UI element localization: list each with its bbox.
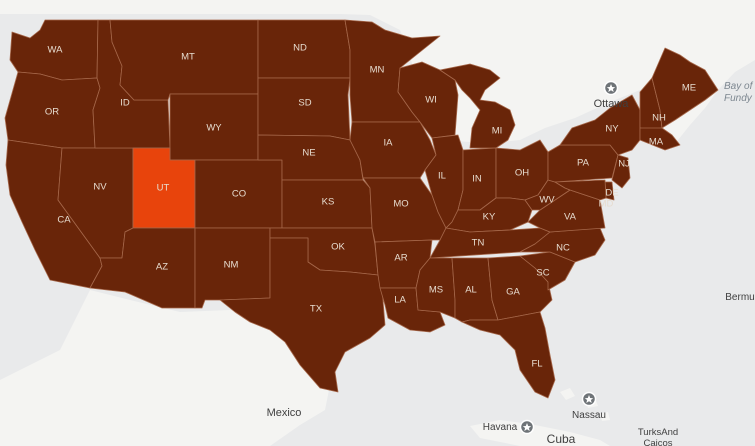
- label-FL: FL: [531, 359, 542, 370]
- state-MD[interactable]: [554, 179, 607, 201]
- label-CA: CA: [57, 215, 71, 226]
- label-AL: AL: [465, 285, 477, 296]
- label-NM: NM: [224, 260, 239, 271]
- label-KY: KY: [483, 212, 496, 223]
- label-NE: NE: [302, 148, 315, 159]
- water-label-bay-line2: Fundy: [724, 93, 753, 104]
- state-TX[interactable]: [219, 237, 386, 393]
- label-NC: NC: [556, 243, 570, 254]
- state-ME[interactable]: [651, 47, 719, 129]
- label-MA: MA: [649, 137, 664, 148]
- baja-land: [95, 292, 175, 380]
- nassau-marker: [581, 391, 597, 407]
- label-KS: KS: [322, 197, 335, 208]
- bahamas-land: [560, 388, 610, 421]
- label-MN: MN: [370, 65, 385, 76]
- label-UT: UT: [157, 183, 170, 194]
- city-label-ottawa: Ottawa: [594, 98, 630, 110]
- label-MD: MD: [599, 199, 614, 210]
- star-shape: [522, 423, 532, 431]
- label-NH: NH: [652, 113, 666, 124]
- label-PA: PA: [577, 158, 590, 169]
- place-label-bermuda: Bermu: [725, 292, 754, 303]
- place-labels: Ottawa Bay of Fundy Bermu Mexico Havana …: [267, 80, 755, 446]
- state-IA[interactable]: [349, 121, 437, 179]
- ottawa-marker: [603, 80, 619, 96]
- cuba-land: [470, 420, 610, 446]
- label-LA: LA: [394, 295, 406, 306]
- label-MI: MI: [492, 126, 503, 137]
- label-OR: OR: [45, 107, 59, 118]
- label-TN: TN: [472, 238, 485, 249]
- label-WA: WA: [48, 45, 64, 56]
- label-SD: SD: [298, 98, 311, 109]
- star-shape: [606, 84, 616, 92]
- label-WV: WV: [539, 195, 555, 206]
- havana-marker: [519, 419, 535, 435]
- label-WI: WI: [425, 95, 437, 106]
- canada-land: [0, 0, 755, 150]
- country-label-cuba: Cuba: [547, 432, 576, 446]
- label-OH: OH: [515, 168, 529, 179]
- label-DE: DE: [605, 188, 618, 199]
- city-label-nassau: Nassau: [572, 410, 606, 421]
- label-AZ: AZ: [156, 262, 168, 273]
- label-IN: IN: [472, 174, 482, 185]
- label-AR: AR: [394, 253, 407, 264]
- place-label-turks-line2: Caicos: [643, 438, 672, 446]
- label-MO: MO: [393, 199, 408, 210]
- us-states: [4, 19, 719, 399]
- label-TX: TX: [310, 304, 323, 315]
- label-SC: SC: [536, 268, 549, 279]
- label-ME: ME: [682, 83, 696, 94]
- state-NJ[interactable]: [611, 154, 631, 189]
- label-GA: GA: [506, 287, 520, 298]
- label-OK: OK: [331, 242, 345, 253]
- state-NC[interactable]: [519, 227, 606, 263]
- star-shape: [584, 395, 594, 403]
- water-label-bay-line1: Bay of: [724, 81, 754, 92]
- label-WY: WY: [206, 123, 222, 134]
- state-FL[interactable]: [461, 311, 556, 399]
- label-NY: NY: [605, 124, 619, 135]
- state-labels: WA OR CA NV ID MT WY UT CO AZ NM ND SD N…: [45, 43, 696, 370]
- label-VA: VA: [564, 212, 577, 223]
- label-CO: CO: [232, 189, 246, 200]
- label-NJ: NJ: [618, 159, 630, 170]
- city-label-havana: Havana: [483, 422, 518, 433]
- label-IL: IL: [438, 171, 446, 182]
- country-label-mexico: Mexico: [267, 407, 302, 419]
- label-MS: MS: [429, 285, 443, 296]
- label-IA: IA: [384, 138, 394, 149]
- label-NV: NV: [93, 182, 107, 193]
- label-ND: ND: [293, 43, 307, 54]
- place-label-turks-line1: TurksAnd: [638, 427, 678, 438]
- label-ID: ID: [120, 98, 130, 109]
- state-MI[interactable]: [439, 63, 516, 149]
- state-SD[interactable]: [257, 77, 351, 141]
- label-MT: MT: [181, 52, 195, 63]
